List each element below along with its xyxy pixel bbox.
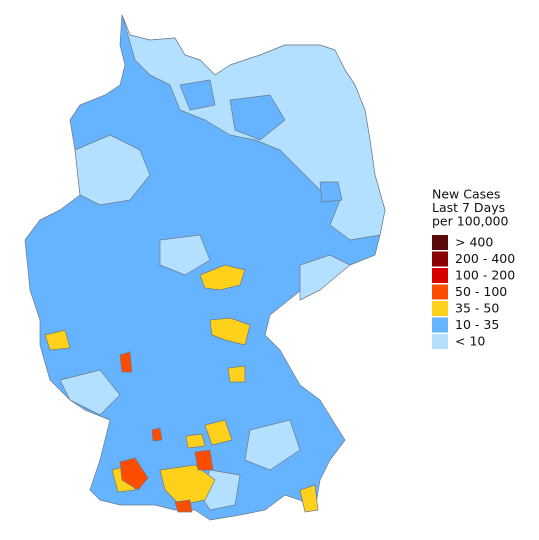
legend-label: 100 - 200 xyxy=(455,268,515,283)
germany-map xyxy=(24,14,386,521)
legend-swatch xyxy=(432,301,448,316)
region-high xyxy=(209,317,251,346)
region-high xyxy=(299,484,319,513)
legend-swatch xyxy=(432,284,448,300)
legend-title: New Cases xyxy=(432,187,500,202)
region-very-high xyxy=(194,449,214,471)
region-low xyxy=(244,419,301,471)
region-mid xyxy=(179,79,216,111)
region-high xyxy=(204,419,233,446)
region-high xyxy=(159,464,216,506)
legend-swatch xyxy=(432,317,448,333)
legend-swatch xyxy=(432,334,448,349)
legend-title: per 100,000 xyxy=(432,214,508,229)
legend-title: Last 7 Days xyxy=(432,200,505,215)
region-very-high xyxy=(119,457,149,491)
region-high xyxy=(199,264,246,291)
region-high xyxy=(185,433,206,449)
legend-swatch xyxy=(432,235,448,250)
legend-swatch xyxy=(432,251,448,267)
legend-label: 35 - 50 xyxy=(455,301,499,316)
region-low xyxy=(59,369,121,416)
legend-swatch xyxy=(432,268,448,283)
legend-label: 10 - 35 xyxy=(455,317,499,332)
region-very-high xyxy=(119,351,133,373)
region-high xyxy=(44,329,71,351)
region-very-high xyxy=(151,427,163,442)
region-mid xyxy=(319,181,343,203)
region-low xyxy=(74,134,151,206)
region-low xyxy=(159,234,211,276)
legend-label: > 400 xyxy=(455,235,493,250)
region-mid xyxy=(229,94,286,141)
region-very-high xyxy=(174,499,193,513)
legend-label: < 10 xyxy=(455,334,485,349)
legend-label: 50 - 100 xyxy=(455,284,507,299)
region-low xyxy=(299,254,351,301)
region-high xyxy=(227,365,246,383)
legend-label: 200 - 400 xyxy=(455,251,515,266)
